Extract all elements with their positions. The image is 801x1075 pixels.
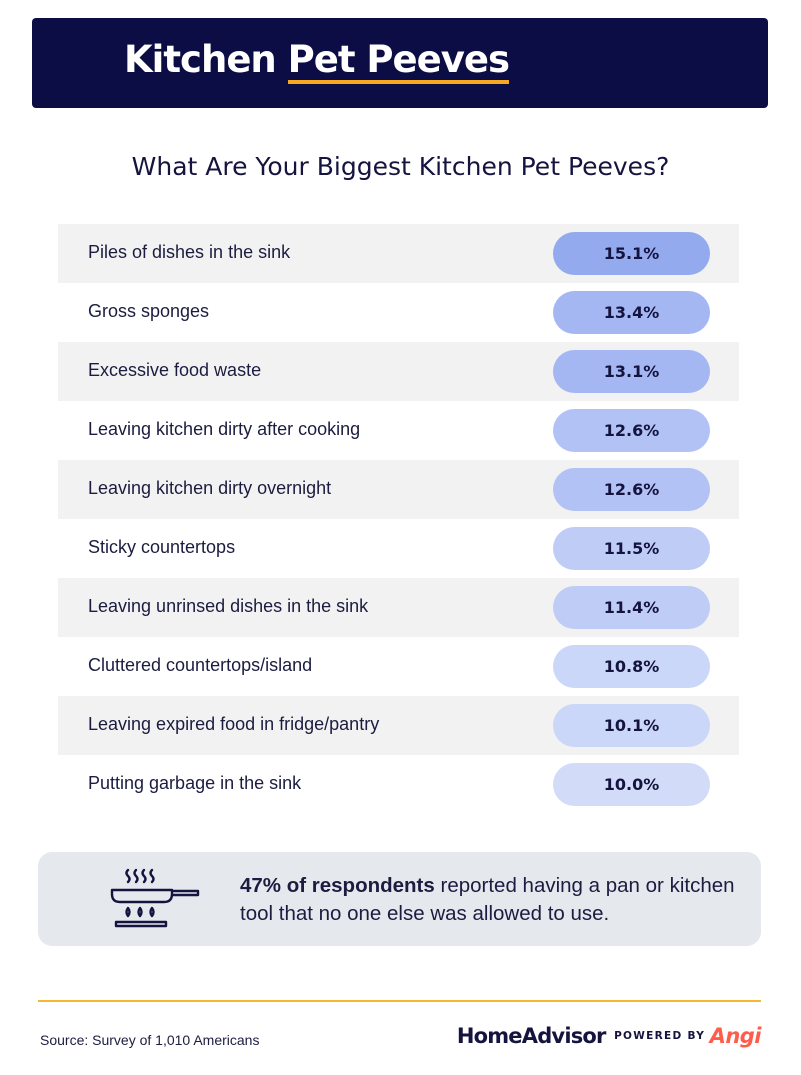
callout-text-rest: reported having a pan or kitchen tool th… (240, 874, 735, 925)
row-label: Piles of dishes in the sink (88, 242, 291, 262)
footer-divider (38, 1000, 761, 1002)
page-title: Kitchen Pet Peeves (124, 38, 510, 84)
value-pill: 11.4% (553, 586, 710, 629)
table-row: Leaving kitchen dirty after cooking 12.6% (58, 401, 739, 460)
page-title-part1: Kitchen (124, 38, 288, 81)
row-label: Excessive food waste (88, 360, 262, 380)
value-pill: 13.1% (553, 350, 710, 393)
brand-logo: HomeAdvisor POWERED BY Angi (456, 1024, 762, 1054)
table-row: Sticky countertops 11.5% (58, 519, 739, 578)
table-row: Leaving expired food in fridge/pantry 10.… (58, 696, 739, 755)
row-label: Gross sponges (88, 301, 210, 321)
source-note: Source: Survey of 1,010 Americans (40, 1032, 260, 1048)
callout-box: 47% of respondents reported having a pan… (38, 852, 761, 946)
value-pill: 13.4% (553, 291, 710, 334)
callout-text-bold: 47% of respondents (240, 874, 435, 897)
callout-text: 47% of respondents reported having a pan… (240, 872, 750, 928)
value-pill: 12.6% (553, 468, 710, 511)
page-title-highlight: Pet Peeves (287, 40, 510, 84)
value-pill: 10.0% (553, 763, 710, 806)
value-pill: 11.5% (553, 527, 710, 570)
value-pill: 10.8% (553, 645, 710, 688)
brand-partner-logo: Angi (709, 1024, 762, 1048)
table-row: Putting garbage in the sink 10.0% (58, 755, 739, 814)
value-pill: 10.1% (553, 704, 710, 747)
value-pill: 12.6% (553, 409, 710, 452)
header-banner: Kitchen Pet Peeves (32, 18, 768, 108)
table-row: Piles of dishes in the sink 15.1% (58, 224, 739, 283)
value-pill: 15.1% (553, 232, 710, 275)
row-label: Leaving expired food in fridge/pantry (88, 714, 380, 734)
row-label: Leaving kitchen dirty overnight (88, 478, 332, 498)
table-row: Cluttered countertops/island 10.8% (58, 637, 739, 696)
table-row: Gross sponges 13.4% (58, 283, 739, 342)
chart-title: What Are Your Biggest Kitchen Pet Peeves… (131, 152, 670, 181)
row-label: Leaving unrinsed dishes in the sink (88, 596, 369, 616)
row-label: Cluttered countertops/island (88, 655, 313, 675)
table-row: Excessive food waste 13.1% (58, 342, 739, 401)
row-label: Sticky countertops (88, 537, 236, 557)
pet-peeves-table: Piles of dishes in the sink 15.1% Gross sp… (58, 224, 739, 814)
brand-powered-by: POWERED BY (614, 1030, 706, 1042)
row-label: Leaving kitchen dirty after cooking (88, 419, 361, 439)
stove-pan-icon (110, 868, 200, 928)
brand-name: HomeAdvisor (456, 1024, 607, 1048)
table-row: Leaving unrinsed dishes in the sink 11.4% (58, 578, 739, 637)
row-label: Putting garbage in the sink (88, 773, 302, 793)
table-row: Leaving kitchen dirty overnight 12.6% (58, 460, 739, 519)
